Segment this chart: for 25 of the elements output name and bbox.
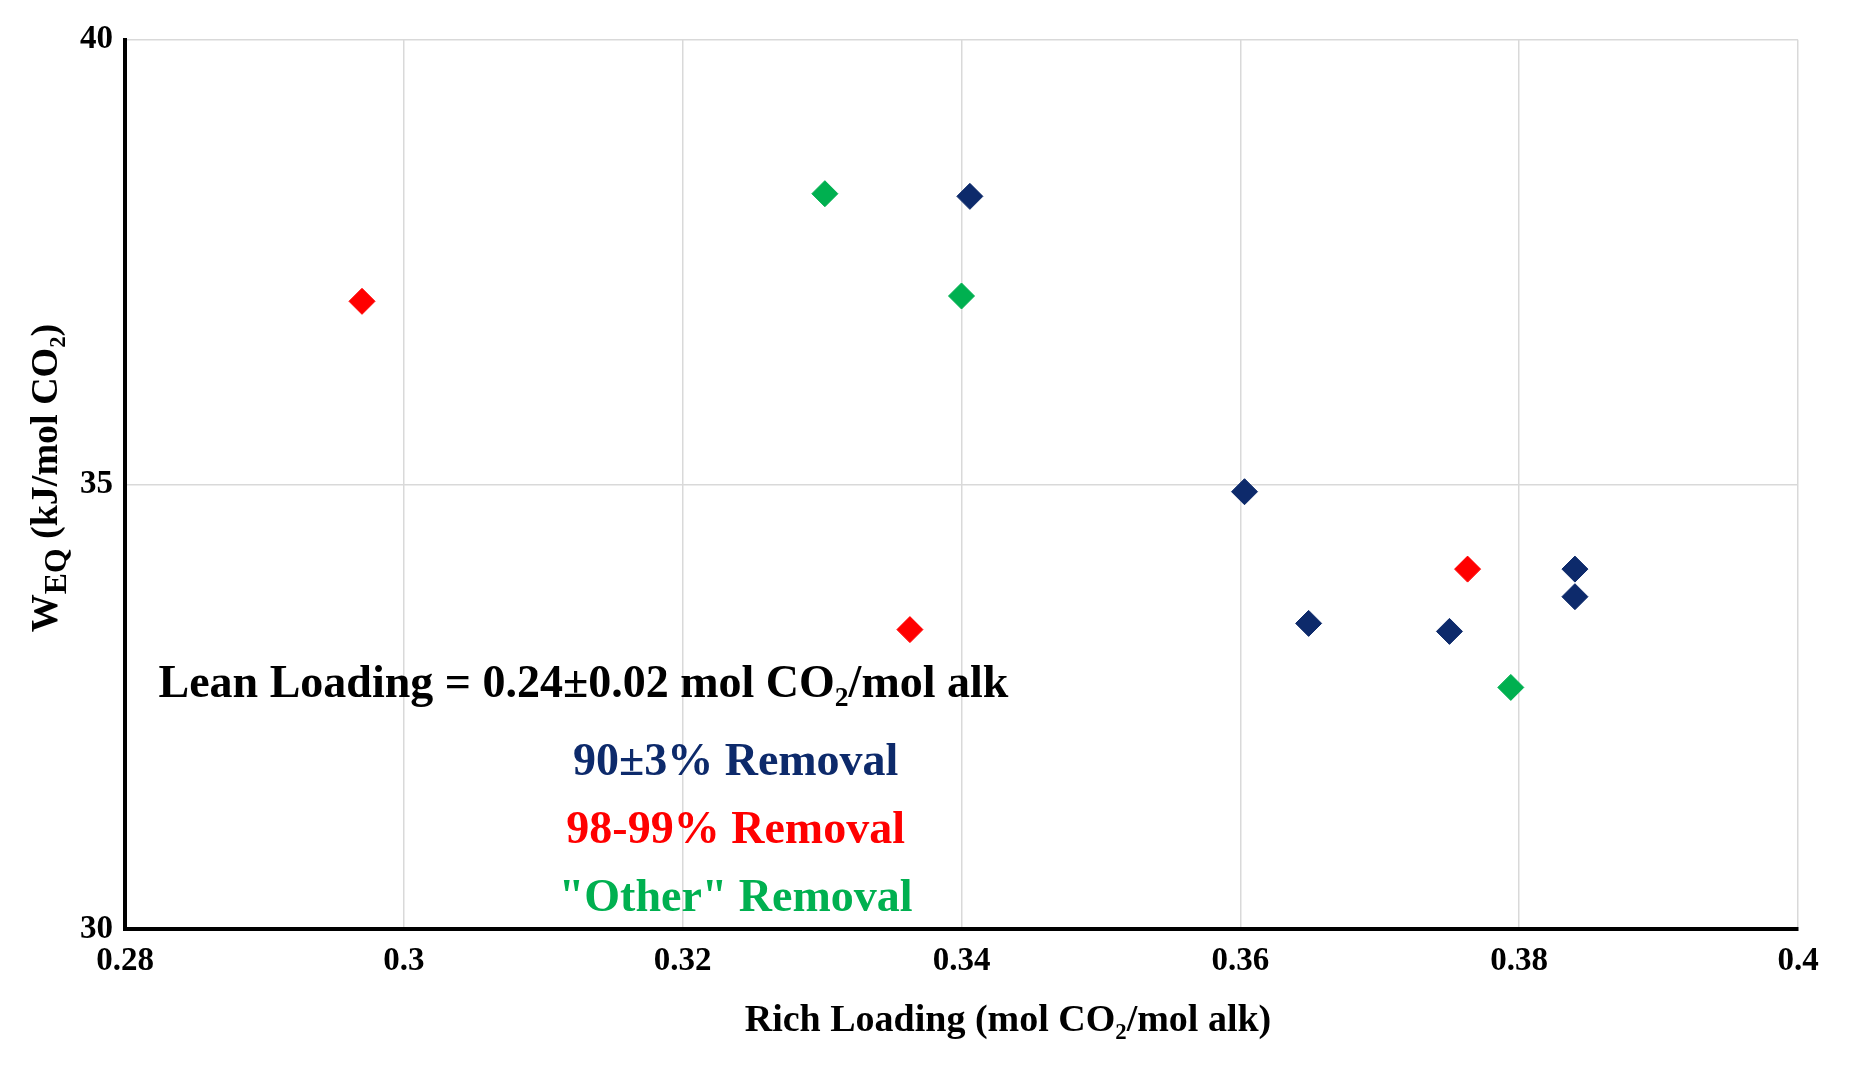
text: "Other" Removal	[558, 870, 913, 922]
annotation: Lean Loading = 0.24±0.02 mol CO₂/mol alk	[158, 655, 1009, 707]
y-tick-label: 40	[80, 19, 113, 56]
point	[1561, 555, 1589, 583]
x-tick-label: 0.3	[383, 940, 425, 977]
point	[948, 282, 975, 310]
point	[1497, 673, 1525, 701]
x-tick-label: 0.36	[1211, 940, 1270, 977]
point	[1561, 583, 1589, 611]
y-tick-label: 35	[80, 464, 113, 501]
x-axis-title: Rich Loading (mol CO₂/mol alk)	[744, 996, 1272, 1040]
point	[1295, 609, 1323, 637]
x-tick-label: 0.38	[1490, 940, 1549, 977]
x-tick-label: 0.4	[1777, 940, 1819, 977]
text: 98-99% Removal	[566, 802, 905, 854]
point	[1231, 478, 1259, 506]
point	[1435, 617, 1463, 645]
text: 90±3% Removal	[572, 734, 899, 786]
point	[956, 182, 984, 210]
point	[896, 616, 924, 644]
x-tick-label: 0.34	[932, 940, 991, 977]
point	[811, 180, 839, 208]
point	[348, 287, 376, 315]
point	[1454, 555, 1482, 583]
x-tick-label: 0.32	[653, 940, 712, 977]
